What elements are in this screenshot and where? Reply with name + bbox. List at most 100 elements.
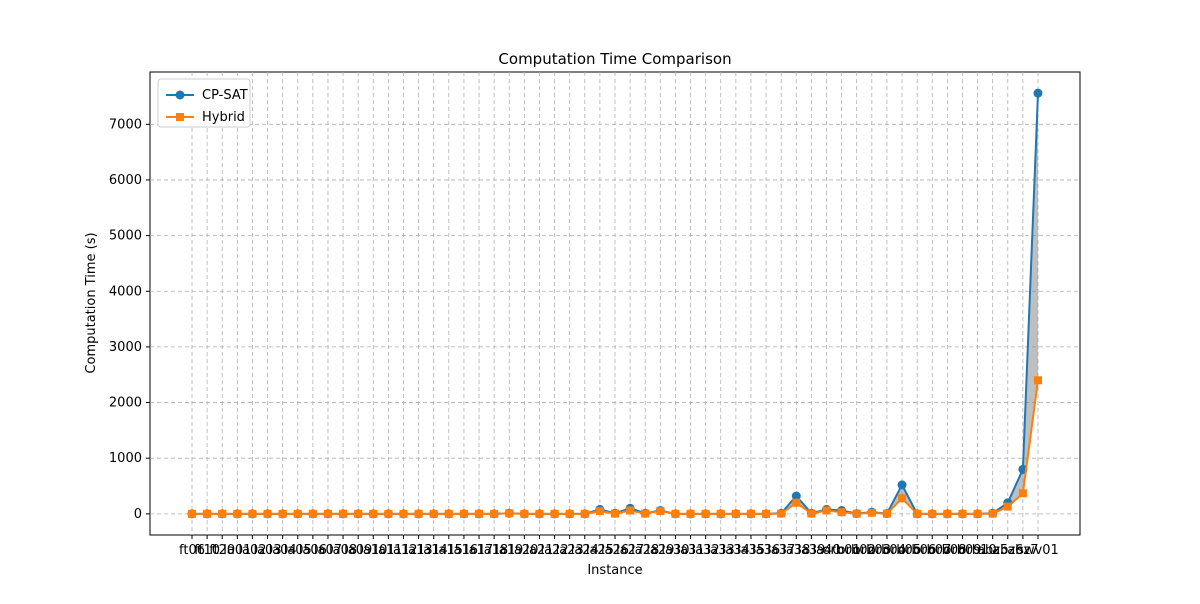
marker — [444, 509, 453, 518]
marker — [988, 509, 997, 518]
marker — [293, 509, 302, 518]
marker — [248, 509, 257, 518]
x-tick-label: orb08 — [928, 543, 966, 558]
x-tick-label: orb09 — [943, 543, 981, 558]
marker — [505, 509, 514, 518]
x-tick-label: la22 — [541, 543, 569, 558]
marker — [626, 506, 635, 515]
x-tick-label: orb07 — [913, 543, 951, 558]
marker — [475, 509, 484, 518]
marker — [323, 509, 332, 518]
marker — [882, 509, 891, 518]
legend-marker — [175, 90, 185, 100]
x-tick-label: ft10 — [194, 543, 220, 558]
x-tick-label: la03 — [253, 543, 281, 558]
x-tick-label: abz7 — [1007, 543, 1038, 558]
x-axis-label: Instance — [587, 563, 642, 578]
x-tick-label: la14 — [420, 543, 448, 558]
marker — [716, 509, 725, 518]
y-tick-label: 2000 — [109, 396, 142, 411]
marker — [490, 509, 499, 518]
marker — [339, 509, 348, 518]
marker — [671, 509, 680, 518]
x-tick-label: la30 — [661, 543, 689, 558]
x-tick-label: la35 — [737, 543, 765, 558]
marker — [777, 509, 786, 518]
x-tick-label: la04 — [269, 543, 297, 558]
x-tick-label: la33 — [707, 543, 735, 558]
marker — [429, 509, 438, 518]
x-tick-label: la21 — [525, 543, 553, 558]
marker — [701, 509, 710, 518]
x-tick-label: orb06 — [898, 543, 936, 558]
marker — [897, 480, 907, 490]
x-tick-label: la26 — [601, 543, 629, 558]
marker — [791, 491, 801, 501]
x-tick-label: la25 — [586, 543, 614, 558]
marker — [459, 509, 468, 518]
marker — [746, 509, 755, 518]
marker — [928, 509, 937, 518]
y-tick-label: 1000 — [109, 451, 142, 466]
x-tick-label: la10 — [359, 543, 387, 558]
x-tick-label: la19 — [495, 543, 523, 558]
marker — [686, 509, 695, 518]
x-tick-label: la32 — [692, 543, 720, 558]
marker — [792, 498, 801, 507]
marker — [852, 509, 861, 518]
marker — [369, 509, 378, 518]
y-tick-label: 6000 — [109, 173, 142, 188]
y-tick-label: 7000 — [109, 117, 142, 132]
x-tick-label: la13 — [405, 543, 433, 558]
x-tick-label: la23 — [556, 543, 584, 558]
x-tick-label: la11 — [374, 543, 402, 558]
x-tick-label: la17 — [465, 543, 493, 558]
x-tick-label: la40 — [812, 543, 840, 558]
x-tick-label: la07 — [314, 543, 342, 558]
x-tick-label: ft06 — [179, 543, 205, 558]
marker — [203, 509, 212, 518]
x-tick-label: la15 — [435, 543, 463, 558]
x-tick-label: abz6 — [992, 543, 1023, 558]
marker — [278, 509, 287, 518]
legend-marker — [176, 113, 184, 121]
x-tick-label: la27 — [616, 543, 644, 558]
marker — [399, 509, 408, 518]
marker — [973, 509, 982, 518]
x-tick-label: orb02 — [838, 543, 876, 558]
x-tick-label: la09 — [344, 543, 372, 558]
marker — [384, 509, 393, 518]
x-tick-label: orb10 — [959, 543, 997, 558]
x-tick-label: orb01 — [823, 543, 861, 558]
marker — [550, 509, 559, 518]
y-tick-label: 5000 — [109, 229, 142, 244]
marker — [595, 507, 604, 516]
chart-title: Computation Time Comparison — [498, 50, 731, 68]
x-tick-label: la02 — [238, 543, 266, 558]
y-axis-label: Computation Time (s) — [84, 232, 99, 373]
x-tick-label: orb04 — [868, 543, 906, 558]
x-tick-label: la28 — [631, 543, 659, 558]
marker — [731, 509, 740, 518]
marker — [611, 509, 619, 518]
legend-label: CP-SAT — [202, 88, 248, 103]
marker — [656, 507, 665, 516]
x-tick-label: swv01 — [1017, 543, 1059, 558]
x-tick-label: la31 — [676, 543, 704, 558]
legend-label: Hybrid — [202, 110, 245, 125]
marker — [354, 509, 363, 518]
marker — [867, 508, 876, 517]
x-tick-label: orb03 — [853, 543, 891, 558]
x-tick-label: la06 — [299, 543, 327, 558]
marker — [913, 509, 922, 518]
marker — [1033, 88, 1043, 98]
marker — [188, 509, 196, 518]
marker — [308, 509, 317, 518]
marker — [958, 509, 967, 518]
marker — [520, 509, 529, 518]
x-tick-label: la18 — [480, 543, 508, 558]
x-tick-label: la39 — [797, 543, 825, 558]
x-tick-label: la05 — [284, 543, 312, 558]
marker — [233, 509, 242, 518]
x-tick-label: la29 — [646, 543, 674, 558]
